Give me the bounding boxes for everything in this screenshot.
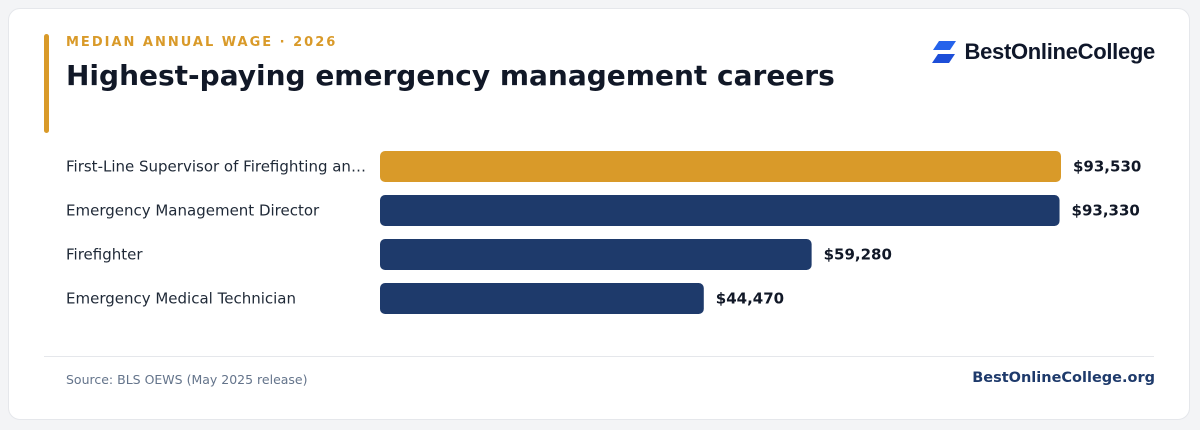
brand-logo: BestOnlineCollege: [931, 39, 1156, 65]
accent-bar: [44, 34, 49, 133]
value-label: $93,330: [1072, 202, 1140, 220]
logo-text: BestOnlineCollege: [964, 39, 1156, 64]
chart-card: MEDIAN ANNUAL WAGE · 2026 Highest-paying…: [8, 8, 1190, 420]
bar: [380, 195, 1060, 226]
chart-title: Highest-paying emergency management care…: [66, 59, 835, 92]
category-label: First-Line Supervisor of Firefighting an…: [66, 158, 366, 176]
value-label: $44,470: [716, 290, 784, 308]
value-label: $93,530: [1073, 158, 1141, 176]
category-label: Emergency Management Director: [66, 202, 320, 220]
value-label: $59,280: [824, 246, 892, 264]
category-label: Emergency Medical Technician: [66, 290, 296, 308]
bar: [380, 283, 704, 314]
bar: [380, 239, 812, 270]
footer-brand-link[interactable]: BestOnlineCollege.org: [972, 370, 1155, 386]
bar: [380, 151, 1061, 182]
eyebrow-label: MEDIAN ANNUAL WAGE · 2026: [66, 35, 338, 50]
footer-divider: [44, 356, 1154, 357]
bestonlinecollege-logo-icon: [931, 41, 956, 63]
category-label: Firefighter: [66, 246, 143, 264]
source-note: Source: BLS OEWS (May 2025 release): [66, 372, 308, 387]
bar-chart: First-Line Supervisor of Firefighting an…: [66, 151, 1141, 314]
